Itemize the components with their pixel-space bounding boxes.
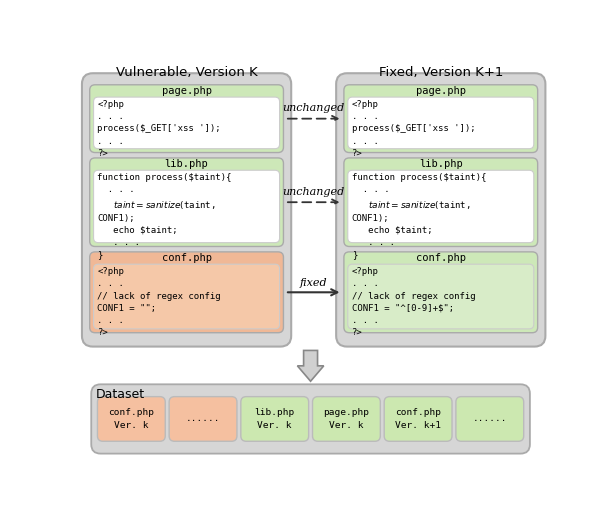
Text: function process($taint){
  . . .
   $taint = sanitize($taint,
CONF1);
   echo $: function process($taint){ . . . $taint =… <box>98 173 232 259</box>
Text: fixed: fixed <box>300 278 327 288</box>
FancyBboxPatch shape <box>241 397 308 442</box>
Text: <?php
. . .
process($_GET['xss ']);
. . .
?>: <?php . . . process($_GET['xss ']); . . … <box>98 100 221 158</box>
FancyBboxPatch shape <box>169 397 237 442</box>
FancyBboxPatch shape <box>93 264 279 329</box>
Text: page.php: page.php <box>162 86 211 96</box>
Text: unchanged: unchanged <box>282 103 345 113</box>
Text: Fixed, Version K+1: Fixed, Version K+1 <box>379 65 503 79</box>
FancyBboxPatch shape <box>348 97 534 149</box>
Text: conf.php: conf.php <box>416 253 466 263</box>
FancyBboxPatch shape <box>344 85 538 153</box>
Text: <?php
. . .
// lack of regex config
CONF1 = "";
. . .
?>: <?php . . . // lack of regex config CONF… <box>98 267 221 337</box>
FancyBboxPatch shape <box>98 397 165 442</box>
Text: page.php: page.php <box>416 86 466 96</box>
FancyBboxPatch shape <box>82 73 291 346</box>
Text: unchanged: unchanged <box>282 187 345 197</box>
FancyBboxPatch shape <box>344 252 538 333</box>
Text: Dataset: Dataset <box>96 388 145 401</box>
FancyBboxPatch shape <box>384 397 452 442</box>
FancyBboxPatch shape <box>348 264 534 329</box>
Text: page.php
Ver. k: page.php Ver. k <box>324 408 370 430</box>
Text: <?php
. . .
process($_GET['xss ']);
. . .
?>: <?php . . . process($_GET['xss ']); . . … <box>351 100 475 158</box>
Text: Vulnerable, Version K: Vulnerable, Version K <box>116 65 258 79</box>
Text: lib.php
Ver. k: lib.php Ver. k <box>255 408 295 430</box>
FancyBboxPatch shape <box>92 384 530 454</box>
Text: conf.php
Ver. k+1: conf.php Ver. k+1 <box>395 408 441 430</box>
FancyBboxPatch shape <box>93 170 279 243</box>
FancyBboxPatch shape <box>336 73 545 346</box>
Polygon shape <box>298 351 324 381</box>
FancyBboxPatch shape <box>456 397 524 442</box>
Text: ......: ...... <box>186 414 221 424</box>
FancyBboxPatch shape <box>348 170 534 243</box>
Text: lib.php: lib.php <box>165 159 208 169</box>
FancyBboxPatch shape <box>313 397 381 442</box>
FancyBboxPatch shape <box>90 252 284 333</box>
FancyBboxPatch shape <box>90 85 284 153</box>
FancyBboxPatch shape <box>93 97 279 149</box>
FancyBboxPatch shape <box>90 158 284 247</box>
FancyBboxPatch shape <box>344 158 538 247</box>
Text: <?php
. . .
// lack of regex config
CONF1 = "^[0-9]+$";
. . .
?>: <?php . . . // lack of regex config CONF… <box>351 267 475 337</box>
Text: lib.php: lib.php <box>419 159 462 169</box>
Text: function process($taint){
  . . .
   $taint = sanitize($taint,
CONF1);
   echo $: function process($taint){ . . . $taint =… <box>351 173 486 259</box>
Text: ......: ...... <box>473 414 507 424</box>
Text: conf.php: conf.php <box>162 253 211 263</box>
Text: conf.php
Ver. k: conf.php Ver. k <box>108 408 155 430</box>
